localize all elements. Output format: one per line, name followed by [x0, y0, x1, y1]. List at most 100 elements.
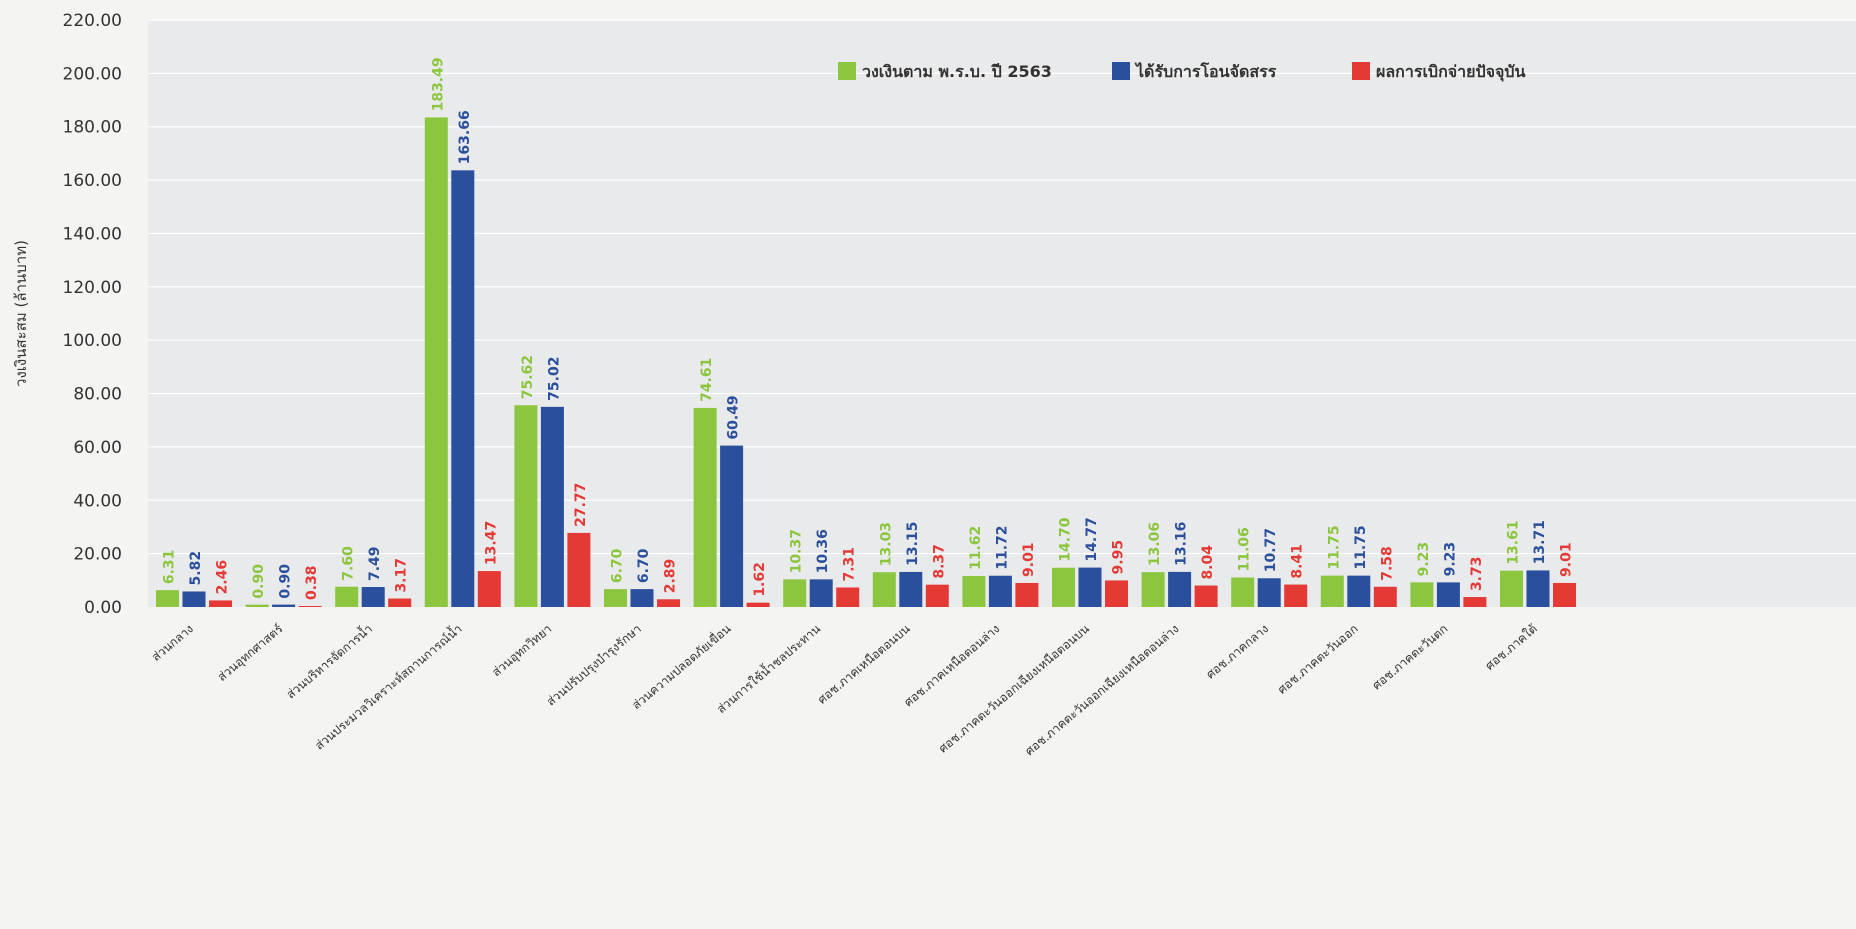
- x-tick-label: ศอช.ภาคตะวันออกเฉียงเหนือตอนล่าง: [1022, 622, 1181, 759]
- x-tick-label: ศอช.ภาคเหนือตอนล่าง: [901, 622, 1002, 710]
- legend-swatch: [1112, 62, 1130, 80]
- data-label: 11.06: [1237, 527, 1253, 571]
- x-tick-label: ส่วนประมวลวิเคราะห์สถานการณ์น้ำ: [311, 620, 465, 753]
- y-tick-label: 60.00: [73, 438, 122, 458]
- x-tick-label: ศอช.ภาคใต้: [1483, 622, 1540, 673]
- x-axis-ticks: ส่วนกลาง ส่วนอุทกศาสตร์ส่วนบริหารจัดการน้…: [149, 620, 1540, 758]
- bar: [1526, 570, 1550, 607]
- bar: [1463, 597, 1487, 607]
- y-tick-label: 180.00: [63, 118, 122, 138]
- y-tick-label: 160.00: [63, 171, 122, 191]
- bar: [872, 572, 896, 607]
- bar: [514, 405, 538, 607]
- data-label: 0.90: [278, 564, 294, 599]
- bar: [899, 571, 923, 607]
- bar: [836, 587, 860, 607]
- x-tick-label: ศอช.ภาคกลาง: [1203, 622, 1271, 682]
- bar: [1320, 575, 1344, 607]
- data-label: 14.70: [1058, 517, 1074, 562]
- bar: [746, 602, 770, 607]
- bar: [1257, 578, 1281, 607]
- x-tick-label: ศอช.ภาคตะวันออก: [1275, 622, 1361, 697]
- data-label: 11.75: [1353, 525, 1369, 569]
- bar: [720, 445, 744, 607]
- data-label: 2.46: [215, 560, 231, 595]
- y-tick-label: 120.00: [63, 278, 122, 298]
- data-label: 10.36: [815, 529, 831, 573]
- y-tick-label: 200.00: [63, 64, 122, 84]
- y-tick-label: 20.00: [73, 545, 122, 565]
- data-label: 163.66: [457, 110, 473, 164]
- legend-swatch: [1352, 62, 1370, 80]
- legend-label: วงเงินตาม พ.ร.บ. ปี 2563: [862, 62, 1052, 81]
- bar: [1373, 586, 1397, 607]
- bars: [156, 117, 1576, 608]
- data-label: 9.01: [1021, 542, 1037, 577]
- data-label: 13.71: [1532, 520, 1548, 564]
- data-label: 75.02: [546, 357, 562, 401]
- y-axis-label: วงเงินสะสม (ล้านบาท): [12, 240, 30, 387]
- data-label: 13.16: [1174, 522, 1190, 566]
- bar: [988, 575, 1012, 607]
- bar: [1436, 582, 1460, 607]
- bar: [1015, 582, 1039, 607]
- bar: [962, 575, 986, 607]
- y-tick-label: 40.00: [73, 491, 122, 511]
- bar: [182, 591, 206, 607]
- bar: [567, 532, 591, 607]
- data-label: 6.70: [636, 548, 652, 583]
- bar: [630, 589, 654, 607]
- data-label: 6.31: [162, 550, 178, 585]
- x-tick-label: ศอช.ภาคตะวันตก: [1370, 622, 1451, 693]
- data-label: 75.62: [520, 355, 536, 399]
- data-label: 13.06: [1147, 522, 1163, 566]
- bar: [245, 604, 269, 607]
- data-label: 10.37: [789, 529, 805, 573]
- bar: [1284, 584, 1308, 607]
- data-label: 11.75: [1326, 525, 1342, 569]
- data-label: 183.49: [430, 57, 446, 111]
- legend: วงเงินตาม พ.ร.บ. ปี 2563 ได้รับการโอนจัดส…: [838, 61, 1526, 82]
- data-label: 9.01: [1559, 542, 1575, 577]
- data-label: 74.61: [699, 358, 715, 402]
- bar: [298, 605, 322, 607]
- legend-label: ผลการเบิกจ่ายปัจจุบัน: [1376, 62, 1526, 82]
- y-axis-ticks: 0.00 20.00 40.00 60.00 80.00 100.00 120.00 140.…: [63, 11, 122, 618]
- bar: [388, 598, 412, 607]
- bar: [477, 571, 501, 607]
- bar: [335, 586, 359, 607]
- data-label: 9.23: [1442, 542, 1458, 577]
- bar: [1553, 582, 1576, 607]
- data-label: 3.73: [1469, 557, 1485, 592]
- data-label: 13.61: [1506, 520, 1522, 564]
- y-tick-label: 0.00: [84, 598, 122, 618]
- x-tick-label: ส่วนปรับปรุงบำรุงรักษา: [544, 622, 645, 710]
- bar: [693, 407, 717, 607]
- bar: [1347, 575, 1371, 607]
- bar: [1141, 572, 1165, 607]
- data-label: 13.15: [905, 522, 921, 566]
- data-label: 8.04: [1200, 545, 1216, 580]
- bar: [209, 600, 232, 607]
- data-label: 7.60: [341, 546, 357, 581]
- bar: [1410, 582, 1434, 607]
- bar: [925, 584, 949, 607]
- data-label: 2.89: [663, 559, 679, 594]
- data-label: 0.90: [251, 564, 267, 599]
- plot-background: [148, 20, 1856, 607]
- y-tick-label: 100.00: [63, 331, 122, 351]
- data-label: 9.95: [1111, 540, 1127, 575]
- data-label: 8.41: [1290, 544, 1306, 579]
- bar: [540, 406, 564, 607]
- data-label: 14.77: [1084, 517, 1100, 561]
- data-label: 7.31: [842, 547, 858, 582]
- data-label: 27.77: [573, 483, 589, 527]
- data-label: 7.58: [1379, 546, 1395, 581]
- data-label: 0.38: [304, 565, 320, 600]
- bar: [783, 579, 807, 607]
- bar: [361, 587, 385, 607]
- data-label: 13.03: [878, 522, 894, 566]
- bar: [1194, 585, 1218, 607]
- y-tick-label: 80.00: [73, 385, 122, 405]
